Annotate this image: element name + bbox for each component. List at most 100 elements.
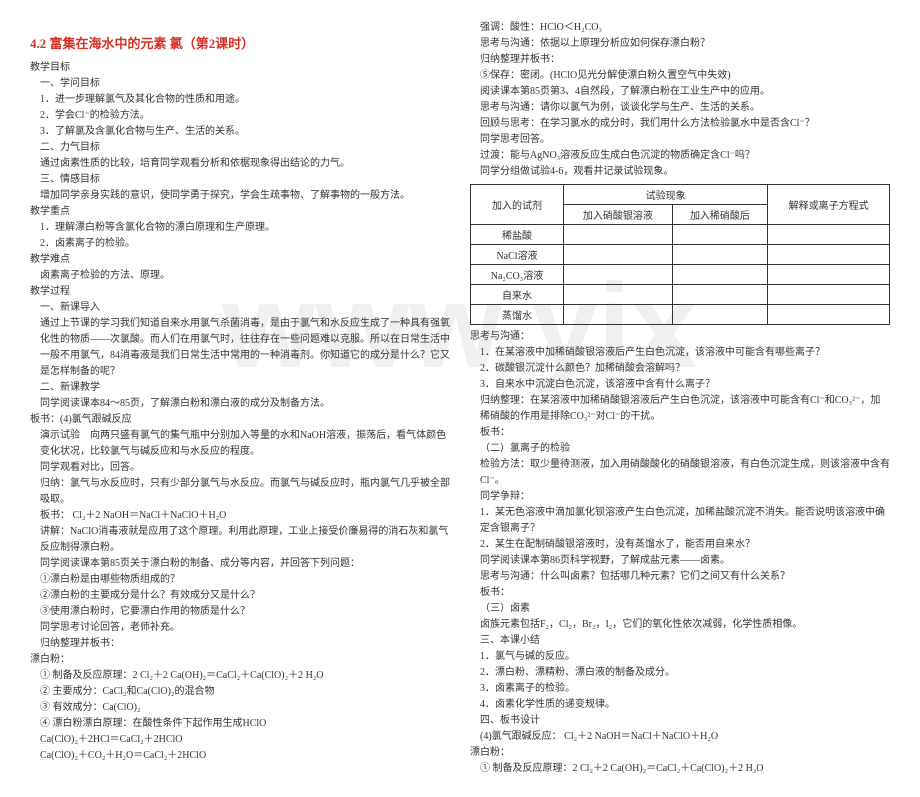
txt: 4．卤素化学性质的递变规律。 [470, 697, 890, 713]
txt: 二、力气目标 [30, 140, 450, 156]
txt: ① 制备及反应原理：2 Cl₂＋2 Ca(OH)₂＝CaCl₂＋Ca(ClO)₂… [30, 668, 450, 684]
txt: 3．了解氯及含氯化合物与生产、生活的关系。 [30, 124, 450, 140]
txt: 同学思考讨论回答，老师补充。 [30, 620, 450, 636]
th: 解释或离子方程式 [768, 185, 890, 225]
td [768, 305, 890, 325]
td [564, 225, 673, 245]
txt: 阅读课本第85页第3、4自然段，了解漂白粉在工业生产中的应用。 [470, 84, 890, 100]
txt: 3．自来水中沉淀白色沉淀，该溶液中含有什么离子？ [470, 377, 890, 393]
txt: 二、新课教学 [30, 380, 450, 396]
td [672, 305, 768, 325]
td [768, 265, 890, 285]
txt: 板书：(4)氯气跟碱反应 [30, 412, 450, 428]
txt: 同学阅读课本第85页关于漂白粉的制备、成分等内容，并回答下列问题： [30, 556, 450, 572]
td [564, 245, 673, 265]
txt: 同学阅读课本84～85页，了解漂白粉和漂白液的成分及制备方法。 [30, 396, 450, 412]
txt: 归纳整理并板书： [470, 52, 890, 68]
td: Na₂CO₃溶液 [471, 265, 564, 285]
td: NaCl溶液 [471, 245, 564, 265]
txt: 板书： [470, 585, 890, 601]
txt: 同学争辩： [470, 489, 890, 505]
txt: 通过上节课的学习我们知道自来水用氯气杀菌消毒，是由于氯气和水反应生成了一种具有强… [30, 316, 450, 380]
txt: 卤素离子检验的方法、原理。 [30, 268, 450, 284]
txt: 1．某无色溶液中滴加氯化钡溶液产生白色沉淀，加稀盐酸沉淀不消失。能否说明该溶液中… [470, 505, 890, 537]
txt: 教学过程 [30, 284, 450, 300]
txt: 回顾与思考：在学习氯水的成分时，我们用什么方法检验氯水中是否含Cl⁻？ [470, 116, 890, 132]
txt: 卤族元素包括F₂，Cl₂，Br₂，I₂，它们的氧化性依次减弱，化学性质相像。 [470, 617, 890, 633]
txt: (4)氯气跟碱反应： Cl₂＋2 NaOH＝NaCl＋NaClO＋H₂O [470, 729, 890, 745]
td: 稀盐酸 [471, 225, 564, 245]
txt: （三）卤素 [470, 601, 890, 617]
txt: ⑤保存：密闭。(HClO见光分解使漂白粉久置空气中失效) [470, 68, 890, 84]
txt: 板书： [470, 425, 890, 441]
txt: 归纳整理并板书： [30, 636, 450, 652]
document-page: 4.2 富集在海水中的元素 氯（第2课时） 教学目标 一、学问目标 1．进一步理… [0, 0, 920, 797]
txt: ① 制备及反应原理：2 Cl₂＋2 Ca(OH)₂＝CaCl₂＋Ca(ClO)₂… [470, 761, 890, 777]
txt: 1．进一步理解氯气及其化合物的性质和用途。 [30, 92, 450, 108]
txt: 思考与沟通：依据以上原理分析应如何保存漂白粉？ [470, 36, 890, 52]
txt: 四、板书设计 [470, 713, 890, 729]
td: 蒸馏水 [471, 305, 564, 325]
txt: 思考与沟通：什么叫卤素？包括哪几种元素？它们之间又有什么关系？ [470, 569, 890, 585]
txt: 1．在某溶液中加稀硝酸银溶液后产生白色沉淀，该溶液中可能含有哪些离子？ [470, 345, 890, 361]
txt: 强调：酸性：HClO＜H₂CO₃ [470, 20, 890, 36]
txt: 教学重点 [30, 204, 450, 220]
txt: 2．漂白粉、漂精粉、漂白液的制备及成分。 [470, 665, 890, 681]
txt: 教学目标 [30, 60, 450, 76]
right-column: 强调：酸性：HClO＜H₂CO₃ 思考与沟通：依据以上原理分析应如何保存漂白粉？… [470, 20, 890, 777]
txt: ①漂白粉是由哪些物质组成的？ [30, 572, 450, 588]
txt: Ca(ClO)₂＋CO₂＋H₂O＝CaCl₂＋2HClO [30, 748, 450, 764]
txt: 归纳：氯气与水反应时，只有少部分氯气与水反应。而氯气与碱反应时，瓶内氯气几乎被全… [30, 476, 450, 508]
txt: 同学观看对比，回答。 [30, 460, 450, 476]
txt: 1．理解漂白粉等含氯化合物的漂白原理和生产原理。 [30, 220, 450, 236]
txt: 归纳整理：在某溶液中加稀硝酸银溶液后产生白色沉淀，该溶液中可能含有Cl⁻和CO₃… [470, 393, 890, 425]
txt: 漂白粉： [470, 745, 890, 761]
txt: 思考与沟通：请你以氯气为例，谈谈化学与生产、生活的关系。 [470, 100, 890, 116]
td [564, 265, 673, 285]
txt: 增加同学亲身实践的意识，使同学勇于探究，学会生疏事物、了解事物的一般方法。 [30, 188, 450, 204]
txt: 同学思考回答。 [470, 132, 890, 148]
td [768, 285, 890, 305]
doc-title: 4.2 富集在海水中的元素 氯（第2课时） [30, 33, 450, 52]
td [672, 225, 768, 245]
left-column: 4.2 富集在海水中的元素 氯（第2课时） 教学目标 一、学问目标 1．进一步理… [30, 20, 450, 777]
txt: ③ 有效成分：Ca(ClO)₂ [30, 700, 450, 716]
txt: 通过卤素性质的比较，培育同学观看分析和依椐现象得出结论的力气。 [30, 156, 450, 172]
th: 试验现象 [564, 185, 768, 205]
txt: 三、情感目标 [30, 172, 450, 188]
txt: 1．氯气与碱的反应。 [470, 649, 890, 665]
td [672, 285, 768, 305]
txt: ②漂白粉的主要成分是什么？有效成分又是什么？ [30, 588, 450, 604]
txt: 同学分组做试验4-6，观看并记录试验现象。 [470, 164, 890, 180]
txt: ④ 漂白粉漂白原理：在酸性条件下起作用生成HClO [30, 716, 450, 732]
txt: 三、本课小结 [470, 633, 890, 649]
txt: 2．碳酸银沉淀什么颜色？加稀硝酸会溶解吗？ [470, 361, 890, 377]
th: 加入硝酸银溶液 [564, 205, 673, 225]
txt: ③使用漂白粉时，它要漂白作用的物质是什么？ [30, 604, 450, 620]
th: 加入稀硝酸后 [672, 205, 768, 225]
txt: 2．某生在配制硝酸银溶液时，没有蒸馏水了，能否用自来水？ [470, 537, 890, 553]
txt: Ca(ClO)₂＋2HCl＝CaCl₂＋2HClO [30, 732, 450, 748]
txt: 一、新课导入 [30, 300, 450, 316]
td [564, 305, 673, 325]
td [768, 245, 890, 265]
txt: 演示试验 向两只盛有氯气的集气瓶中分别加入等量的水和NaOH溶液，振荡后，看气体… [30, 428, 450, 460]
txt: 教学难点 [30, 252, 450, 268]
txt: 讲解：NaClO消毒液就是应用了这个原理。利用此原理，工业上接受价廉易得的消石灰… [30, 524, 450, 556]
txt: 检验方法：取少量待测液，加入用硝酸酸化的硝酸银溶液，有白色沉淀生成，则该溶液中含… [470, 457, 890, 489]
txt: 2．学会Cl⁻的检验方法。 [30, 108, 450, 124]
td [672, 245, 768, 265]
experiment-table: 加入的试剂 试验现象 解释或离子方程式 加入硝酸银溶液 加入稀硝酸后 稀盐酸 N… [470, 184, 890, 325]
txt: 同学阅读课本第86页科学视野，了解成盐元素——卤素。 [470, 553, 890, 569]
txt: 过渡：能与AgNO₃溶液反应生成白色沉淀的物质确定含Cl⁻吗？ [470, 148, 890, 164]
txt: 漂白粉： [30, 652, 450, 668]
td [564, 285, 673, 305]
txt: （二）氯离子的检验 [470, 441, 890, 457]
td: 自来水 [471, 285, 564, 305]
td [768, 225, 890, 245]
txt: 思考与沟通： [470, 329, 890, 345]
th: 加入的试剂 [471, 185, 564, 225]
txt: 一、学问目标 [30, 76, 450, 92]
td [672, 265, 768, 285]
txt: ② 主要成分：CaCl₂和Ca(ClO)₂的混合物 [30, 684, 450, 700]
